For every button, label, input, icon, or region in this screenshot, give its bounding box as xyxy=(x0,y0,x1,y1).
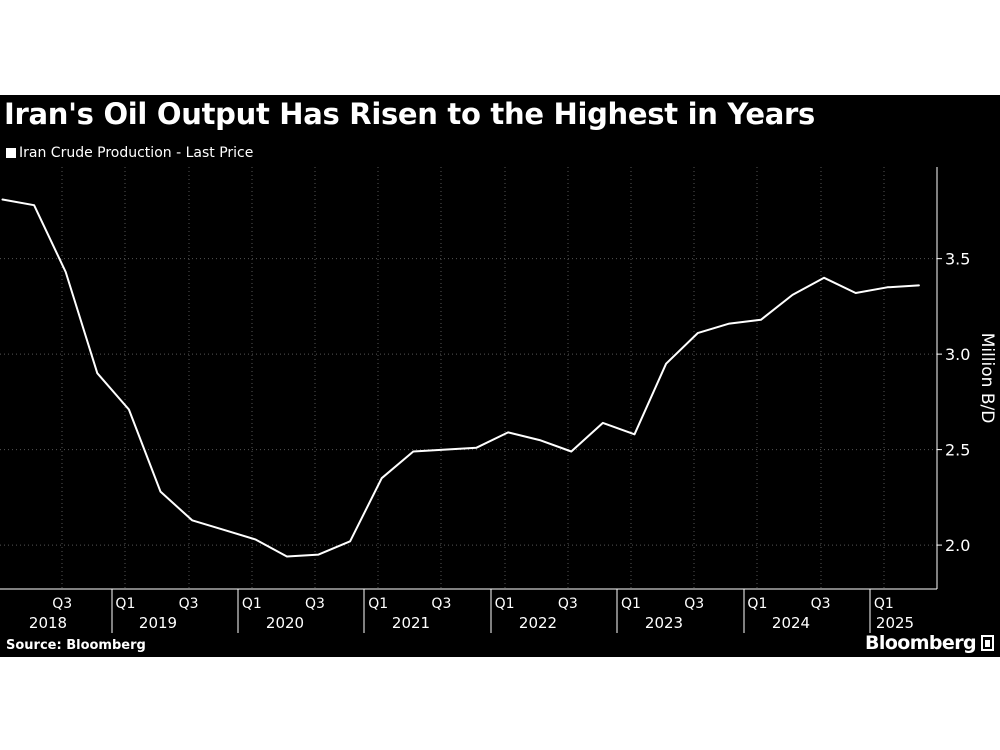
brand-name: Bloomberg xyxy=(865,632,977,654)
x-quarter-tick-label: Q1 xyxy=(874,596,894,612)
y-tick-label: 3.0 xyxy=(945,345,970,364)
x-quarter-tick-label: Q1 xyxy=(242,596,262,612)
y-axis-title: Million B/D xyxy=(977,333,997,424)
x-quarter-tick-label: Q3 xyxy=(811,596,831,612)
x-year-label: 2019 xyxy=(139,614,177,632)
source-note: Source: Bloomberg xyxy=(6,638,146,653)
brand-logo: Bloomberg xyxy=(865,632,994,654)
line-chart: 2.0 2.5 3.0 3.5 Million B/D Q3 Q1 Q3 Q1 Q3 Q1 Q3 Q1 Q… xyxy=(0,167,997,633)
x-year-label: 2020 xyxy=(266,614,304,632)
legend-label: Iran Crude Production - Last Price xyxy=(19,145,254,161)
axes xyxy=(0,167,942,633)
legend: Iran Crude Production - Last Price xyxy=(6,145,253,161)
y-tick-label: 2.5 xyxy=(945,441,970,460)
y-tick-label: 2.0 xyxy=(945,536,970,555)
x-year-label: 2023 xyxy=(645,614,683,632)
series-line xyxy=(1,198,920,558)
x-quarter-tick-label: Q1 xyxy=(621,596,641,612)
x-quarter-tick-label: Q3 xyxy=(684,596,704,612)
y-tick-label: 3.5 xyxy=(945,250,970,269)
legend-swatch xyxy=(6,148,16,158)
x-year-label: 2022 xyxy=(519,614,557,632)
tick-labels: 2.0 2.5 3.0 3.5 Million B/D Q3 Q1 Q3 Q1 Q3 Q1 Q3 Q1 Q… xyxy=(29,250,997,632)
x-quarter-tick-label: Q3 xyxy=(558,596,578,612)
x-quarter-tick-label: Q1 xyxy=(368,596,388,612)
x-year-label: 2025 xyxy=(876,614,914,632)
gridlines xyxy=(0,167,937,589)
x-quarter-tick-label: Q1 xyxy=(747,596,767,612)
series-layer xyxy=(1,198,920,558)
x-quarter-tick-label: Q3 xyxy=(179,596,199,612)
bloomberg-mark-icon xyxy=(981,635,994,651)
x-year-label: 2021 xyxy=(392,614,430,632)
chart-panel: Iran's Oil Output Has Risen to the Highe… xyxy=(0,95,1000,657)
x-year-label: 2024 xyxy=(772,614,810,632)
x-quarter-tick-label: Q3 xyxy=(305,596,325,612)
x-quarter-tick-label: Q1 xyxy=(115,596,135,612)
x-quarter-tick-label: Q1 xyxy=(495,596,515,612)
x-quarter-tick-label: Q3 xyxy=(431,596,451,612)
chart-title: Iran's Oil Output Has Risen to the Highe… xyxy=(4,97,816,131)
x-quarter-tick-label: Q3 xyxy=(52,596,72,612)
x-year-label: 2018 xyxy=(29,614,67,632)
